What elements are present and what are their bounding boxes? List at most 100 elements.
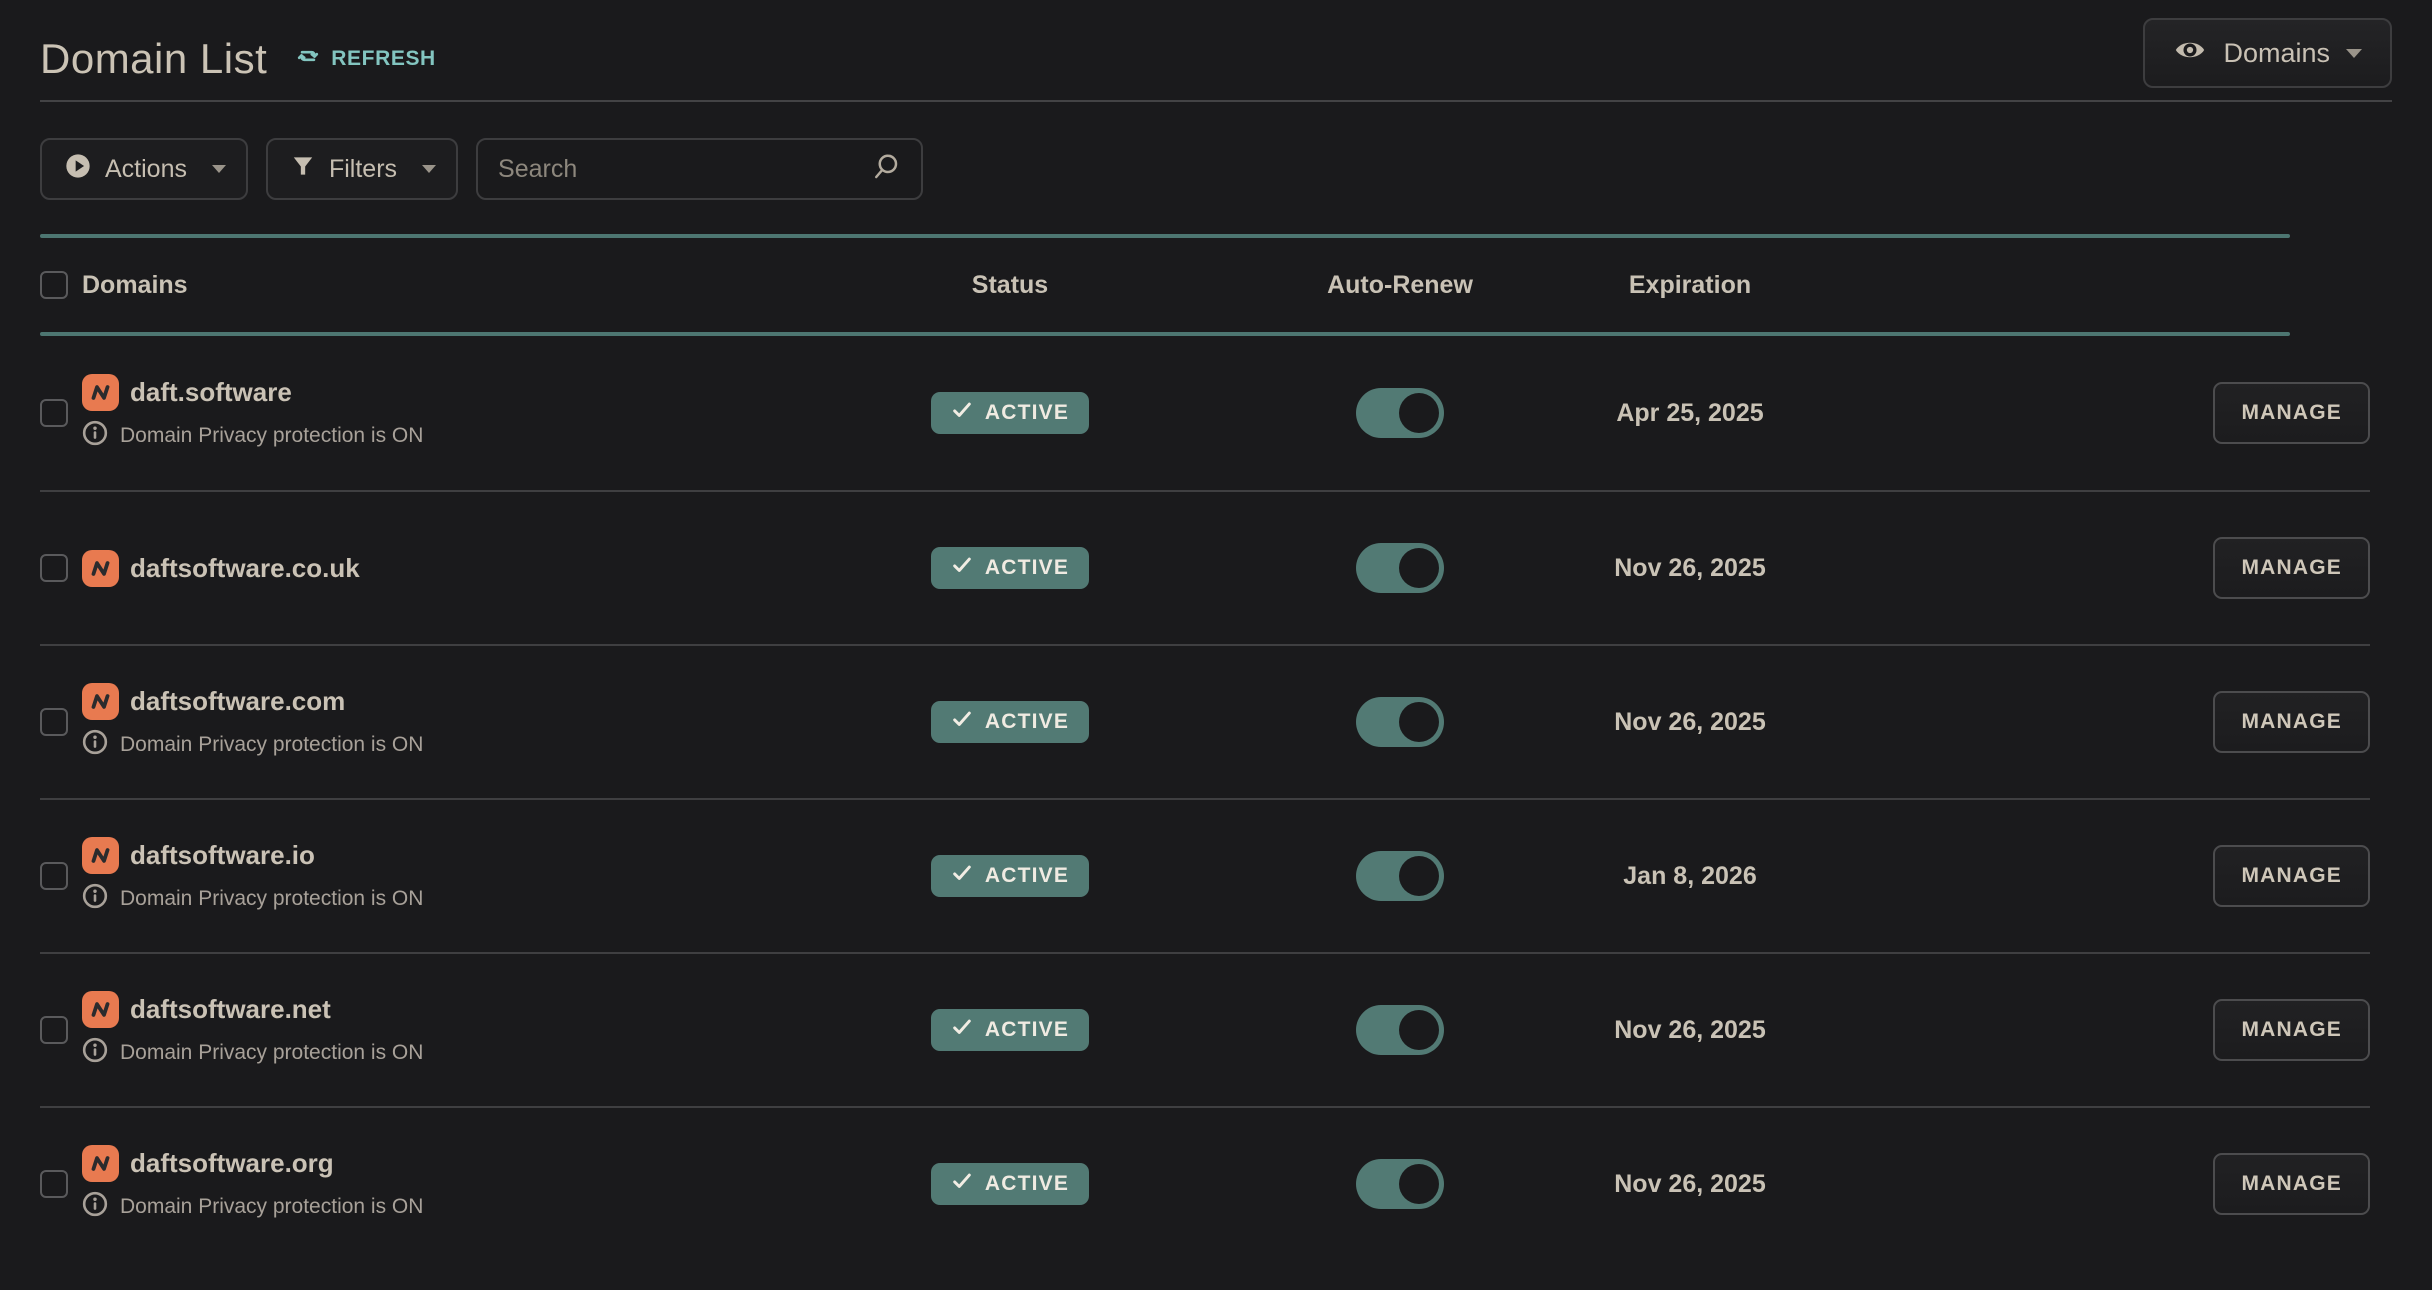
- auto-renew-toggle[interactable]: [1356, 697, 1444, 747]
- chevron-down-icon: [422, 165, 437, 173]
- namecheap-logo-icon: [82, 549, 119, 587]
- info-icon[interactable]: [82, 729, 108, 761]
- toggle-knob: [1399, 856, 1439, 896]
- check-icon: [951, 862, 973, 890]
- status-badge-label: ACTIVE: [984, 556, 1070, 579]
- info-icon[interactable]: [82, 883, 108, 915]
- actions-button[interactable]: Actions: [40, 138, 248, 200]
- table-row: daftsoftware.io Domain Privacy protectio…: [40, 798, 2370, 952]
- table-row: daftsoftware.com Domain Privacy protecti…: [40, 644, 2370, 798]
- auto-renew-toggle[interactable]: [1356, 1005, 1444, 1055]
- search-input[interactable]: [498, 154, 872, 184]
- status-badge: ACTIVE: [930, 701, 1090, 743]
- play-icon: [64, 152, 92, 187]
- domain-name: daftsoftware.co.uk: [130, 552, 360, 583]
- manage-button[interactable]: MANAGE: [2213, 382, 2370, 444]
- manage-button[interactable]: MANAGE: [2213, 691, 2370, 753]
- status-badge-label: ACTIVE: [984, 710, 1070, 733]
- table-row: daftsoftware.org Domain Privacy protecti…: [40, 1106, 2370, 1260]
- info-icon[interactable]: [82, 1037, 108, 1069]
- table-row: daftsoftware.net Domain Privacy protecti…: [40, 952, 2370, 1106]
- row-checkbox[interactable]: [40, 862, 68, 890]
- status-badge: ACTIVE: [930, 1163, 1090, 1205]
- status-badge-label: ACTIVE: [984, 864, 1070, 887]
- page-header: Domain List REFRESH Domains: [40, 0, 2392, 92]
- auto-renew-toggle[interactable]: [1356, 543, 1444, 593]
- eye-icon: [2173, 33, 2207, 74]
- refresh-icon: [295, 43, 321, 75]
- check-icon: [951, 1016, 973, 1044]
- page-title: Domain List: [40, 35, 268, 82]
- filters-button[interactable]: Filters: [265, 138, 459, 200]
- auto-renew-toggle[interactable]: [1356, 1159, 1444, 1209]
- privacy-note-text: Domain Privacy protection is ON: [120, 424, 424, 447]
- toolbar: Actions Filters: [40, 138, 2392, 200]
- select-all-checkbox[interactable]: [40, 271, 68, 299]
- table-row: daft.software Domain Privacy protection …: [40, 336, 2370, 490]
- status-badge-label: ACTIVE: [984, 1172, 1070, 1195]
- domain-name: daftsoftware.org: [130, 1148, 334, 1178]
- toggle-knob: [1399, 1164, 1439, 1204]
- refresh-button[interactable]: REFRESH: [295, 43, 436, 75]
- namecheap-logo-icon: [82, 683, 119, 720]
- manage-button[interactable]: MANAGE: [2213, 1153, 2370, 1215]
- expiration-date: Jan 8, 2026: [1623, 861, 1757, 890]
- privacy-note: Domain Privacy protection is ON: [82, 1037, 423, 1069]
- check-icon: [951, 708, 973, 736]
- domain-name: daft.software: [130, 377, 292, 407]
- table-top-accent-line: [40, 234, 2290, 238]
- privacy-note: Domain Privacy protection is ON: [82, 420, 423, 452]
- row-checkbox[interactable]: [40, 1016, 68, 1044]
- column-header-auto-renew: Auto-Renew: [1327, 270, 1473, 299]
- domain-name: daftsoftware.io: [130, 840, 315, 870]
- status-badge-label: ACTIVE: [984, 1018, 1070, 1041]
- row-checkbox[interactable]: [40, 399, 68, 427]
- auto-renew-toggle[interactable]: [1356, 388, 1444, 438]
- domain-name: daftsoftware.com: [130, 686, 346, 716]
- row-checkbox[interactable]: [40, 708, 68, 736]
- toggle-knob: [1399, 548, 1439, 588]
- header-divider: [40, 100, 2392, 102]
- status-badge: ACTIVE: [930, 1009, 1090, 1051]
- column-header-domains: Domains: [82, 270, 188, 299]
- check-icon: [951, 1170, 973, 1198]
- manage-button[interactable]: MANAGE: [2213, 999, 2370, 1061]
- namecheap-logo-icon: [82, 374, 119, 411]
- privacy-note: Domain Privacy protection is ON: [82, 883, 423, 915]
- toggle-knob: [1399, 702, 1439, 742]
- expiration-date: Nov 26, 2025: [1614, 1169, 1766, 1198]
- check-icon: [951, 399, 973, 427]
- namecheap-logo-icon: [82, 991, 119, 1028]
- auto-renew-toggle[interactable]: [1356, 851, 1444, 901]
- status-badge-label: ACTIVE: [984, 401, 1070, 424]
- view-selector-button[interactable]: Domains: [2143, 18, 2392, 88]
- toggle-knob: [1399, 1010, 1439, 1050]
- info-icon[interactable]: [82, 420, 108, 452]
- refresh-label: REFRESH: [331, 47, 436, 70]
- manage-button[interactable]: MANAGE: [2213, 845, 2370, 907]
- expiration-date: Nov 26, 2025: [1614, 553, 1766, 582]
- info-icon[interactable]: [82, 1191, 108, 1223]
- expiration-date: Nov 26, 2025: [1614, 707, 1766, 736]
- row-checkbox[interactable]: [40, 554, 68, 582]
- privacy-note: Domain Privacy protection is ON: [82, 729, 423, 761]
- privacy-note: Domain Privacy protection is ON: [82, 1191, 423, 1223]
- chevron-down-icon: [2346, 48, 2362, 58]
- namecheap-logo-icon: [82, 837, 119, 874]
- view-selector-label: Domains: [2223, 37, 2330, 68]
- status-badge: ACTIVE: [930, 392, 1090, 434]
- toggle-knob: [1399, 393, 1439, 433]
- table-row: daftsoftware.co.uk: [40, 490, 2370, 644]
- privacy-note-text: Domain Privacy protection is ON: [120, 1195, 424, 1218]
- row-checkbox[interactable]: [40, 1170, 68, 1198]
- search-icon[interactable]: [871, 152, 901, 187]
- chevron-down-icon: [211, 165, 226, 173]
- privacy-note-text: Domain Privacy protection is ON: [120, 1041, 424, 1064]
- table-body: daft.software Domain Privacy protection …: [40, 336, 2370, 1260]
- table-header-accent-line: [40, 332, 2290, 336]
- expiration-date: Nov 26, 2025: [1614, 1015, 1766, 1044]
- manage-button[interactable]: MANAGE: [2213, 537, 2370, 599]
- privacy-note-text: Domain Privacy protection is ON: [120, 733, 424, 756]
- status-badge: ACTIVE: [930, 855, 1090, 897]
